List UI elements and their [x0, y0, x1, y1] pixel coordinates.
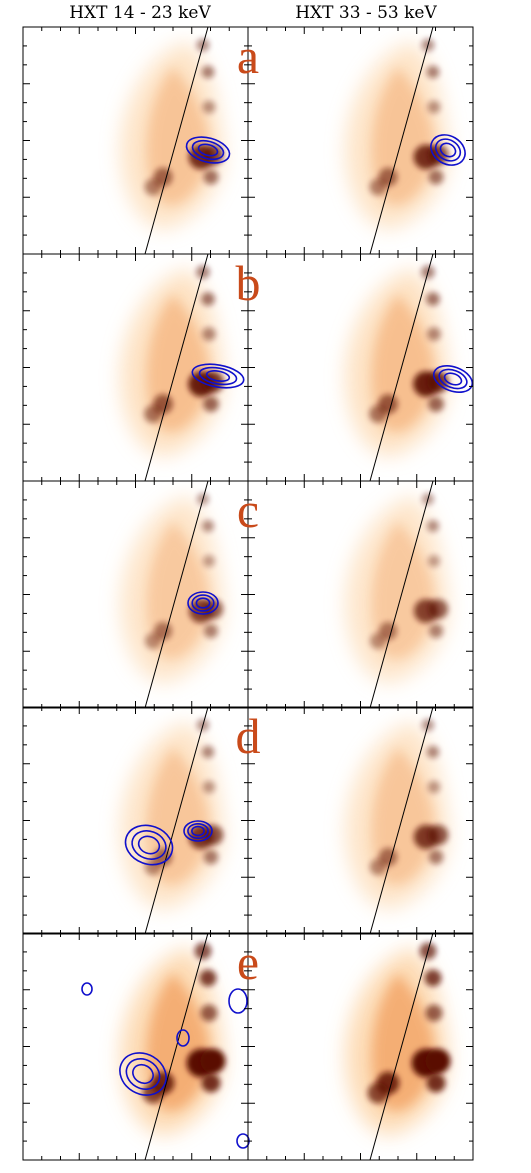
solar-limb-line [369, 26, 434, 255]
panel-d-high-energy [247, 706, 474, 935]
axis-ticks [248, 933, 473, 1160]
contour-group [185, 136, 231, 164]
contour-line [195, 597, 211, 609]
contour-line [198, 366, 238, 386]
contour-line [131, 830, 167, 860]
panel-b-low-energy [22, 253, 249, 482]
flare-image [345, 493, 449, 683]
contour-line [81, 982, 93, 996]
contour-line [439, 142, 457, 158]
axis-ticks [23, 481, 248, 708]
flare-image [120, 493, 224, 683]
contour-line [191, 363, 245, 389]
contour-line [191, 594, 215, 612]
panel-label: a [237, 28, 259, 84]
contour-line [191, 139, 225, 161]
panel-a-low-energy [22, 26, 249, 255]
contour-line [119, 1052, 167, 1096]
contour-line [443, 372, 463, 386]
axis-ticks [248, 707, 473, 934]
flare-image [345, 265, 449, 456]
contour-line [125, 1058, 161, 1090]
contour-group [191, 363, 245, 389]
panel-d: d [22, 706, 474, 935]
contour-line [438, 368, 468, 390]
axis-ticks [248, 254, 473, 481]
contour-group [432, 365, 474, 393]
contour-line [137, 835, 161, 855]
contour-line [191, 825, 205, 837]
contour-line [187, 591, 219, 615]
flare-image [345, 942, 451, 1135]
solar-limb-line [144, 480, 209, 709]
contour-line [432, 365, 474, 393]
panel-label: d [236, 708, 261, 764]
panel-label: c [237, 482, 259, 538]
panel-c-low-energy [22, 480, 249, 709]
panel-grid: a b c d e [22, 26, 474, 1161]
solar-limb-line [144, 26, 209, 255]
solar-limb-line [369, 706, 434, 935]
contour-line [205, 370, 231, 382]
panel-c-high-energy [247, 480, 474, 709]
solar-limb-line [144, 706, 209, 935]
panel-a: a [22, 26, 474, 255]
panel-e-high-energy [247, 932, 474, 1161]
panel-c: c [22, 480, 474, 709]
contour-group [430, 134, 466, 166]
solar-limb-line [369, 932, 434, 1161]
flare-image [120, 942, 226, 1135]
flare-image [345, 38, 449, 229]
panel-label: b [236, 255, 261, 311]
contour-line [185, 136, 231, 164]
flare-image [120, 265, 224, 456]
axis-ticks [23, 254, 248, 481]
contour-line [197, 143, 219, 157]
solar-limb-line [144, 932, 209, 1161]
panel-e-low-energy [22, 932, 250, 1161]
panel-a-high-energy [247, 26, 474, 255]
contour-line [124, 824, 174, 866]
contour-line [176, 1029, 190, 1047]
solar-limb-line [144, 253, 209, 482]
axis-ticks [23, 933, 248, 1160]
panel-d-low-energy [22, 706, 249, 935]
column-title-left: HXT 14 - 23 keV [69, 3, 211, 23]
panel-b: b [22, 253, 474, 482]
contour-group [183, 820, 213, 842]
contour-group [228, 988, 248, 1014]
solar-limb-line [369, 480, 434, 709]
column-title-right: HXT 33 - 53 keV [295, 3, 437, 23]
flare-image [120, 38, 224, 229]
panel-e: e [22, 932, 474, 1161]
contour-line [228, 988, 248, 1014]
axis-ticks [248, 481, 473, 708]
panel-b-high-energy [247, 253, 474, 482]
contour-group [119, 1052, 167, 1096]
contour-line [434, 138, 462, 162]
flare-image [120, 718, 224, 909]
axis-ticks [248, 27, 473, 254]
solar-limb-line [369, 253, 434, 482]
contour-line [187, 822, 209, 839]
contour-line [132, 1063, 154, 1085]
panel-label: e [237, 934, 259, 990]
axis-ticks [23, 27, 248, 254]
flare-image [345, 718, 449, 909]
contour-line [183, 820, 213, 842]
contour-group [124, 824, 174, 866]
contour-line [430, 134, 466, 166]
contour-group [176, 1029, 190, 1047]
contour-group [81, 982, 93, 996]
contour-group [187, 591, 219, 615]
